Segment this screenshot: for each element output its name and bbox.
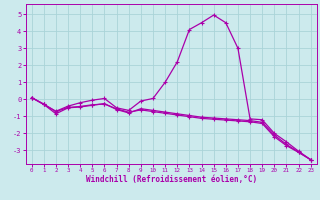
X-axis label: Windchill (Refroidissement éolien,°C): Windchill (Refroidissement éolien,°C) xyxy=(86,175,257,184)
